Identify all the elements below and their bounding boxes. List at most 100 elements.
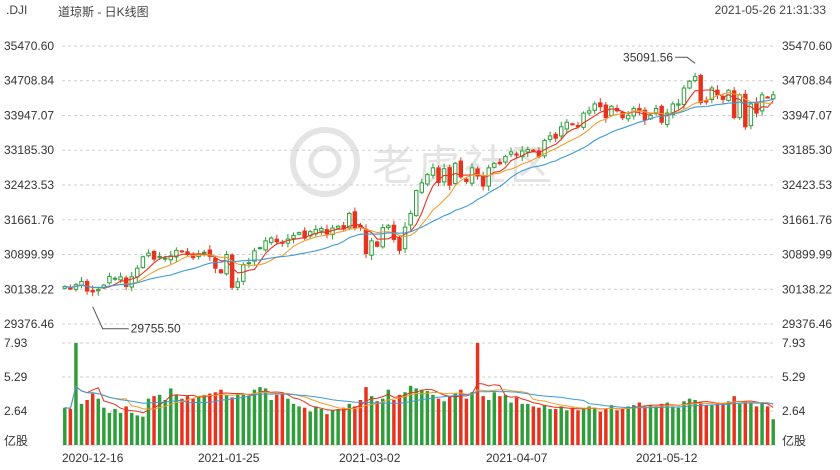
candle-body [609, 105, 614, 116]
volume-bar [654, 406, 658, 445]
candle-body [207, 249, 213, 257]
volume-bar [464, 398, 469, 445]
candle-body [96, 289, 101, 292]
volume-bar [180, 398, 184, 445]
grid-lines [62, 45, 776, 446]
candle-body [135, 267, 140, 278]
volume-bar [185, 396, 190, 445]
candle-body [79, 280, 84, 286]
volume-bar [414, 388, 418, 445]
symbol-label: .DJI [6, 3, 28, 17]
volume-bar [258, 387, 262, 445]
price-axis-left: 35470.60 34708.84 33947.07 33185.30 32423.53… [4, 39, 54, 448]
candle-body [570, 123, 575, 126]
volume-bar [135, 415, 140, 445]
candle-body [704, 100, 709, 103]
volume-bar [319, 408, 324, 445]
volume-bar [470, 392, 474, 445]
volume-bar [626, 406, 630, 445]
date-tick: 2021-04-07 [486, 451, 548, 465]
price-tick-left: 30899.99 [4, 248, 54, 262]
candle-body [770, 94, 776, 100]
price-tick-left: 29376.46 [4, 317, 54, 331]
candle-body [168, 255, 174, 261]
volume-bar [157, 394, 162, 445]
volume-bar [687, 398, 692, 445]
volume-bar [118, 412, 123, 445]
volume-bar [615, 410, 619, 445]
candle-body [553, 133, 558, 139]
volume-bar [592, 407, 597, 445]
price-tick-left: 31661.76 [4, 213, 54, 227]
candle-body [252, 250, 257, 262]
candle-body [458, 160, 464, 178]
volume-bar [96, 398, 100, 445]
volume-bar [738, 403, 742, 445]
candle-body [129, 276, 134, 288]
candle-body [146, 252, 151, 257]
volume-bar [297, 406, 301, 445]
price-tick-right: 30138.22 [782, 282, 832, 296]
watermark-logo-inner [308, 145, 342, 179]
candle-body [497, 161, 503, 165]
candle-body [475, 168, 480, 177]
candle-body [430, 167, 436, 176]
candle-body [319, 227, 324, 232]
candle-body [519, 150, 525, 158]
price-tick-right: 33947.07 [782, 108, 832, 122]
candle-body [90, 289, 95, 293]
candle-body [559, 126, 564, 137]
volume-bar [191, 398, 195, 445]
volume-bar [620, 408, 625, 445]
candle-body [508, 151, 514, 155]
candle-body [68, 287, 73, 290]
candle-body [62, 285, 68, 289]
chart-header: .DJI 道琼斯 - 日K线图 2021-05-26 21:31:33 [0, 0, 840, 20]
candle-body [564, 121, 570, 130]
volume-bar [403, 392, 407, 445]
watermark-text: 老虎社区 [372, 142, 556, 189]
volume-series [63, 343, 775, 445]
volume-bar [682, 401, 686, 445]
volume-bar [247, 396, 251, 445]
price-tick-right: 30899.99 [782, 248, 832, 262]
volume-bar [520, 403, 524, 445]
candle-body [140, 256, 146, 269]
volume-bar [760, 402, 764, 445]
price-tick-left: 32423.53 [4, 178, 54, 192]
candle-body [620, 111, 625, 119]
price-tick-left: 33185.30 [4, 143, 54, 157]
candle-body [692, 76, 698, 82]
date-tick: 2021-03-02 [339, 451, 401, 465]
volume-ma20-line [64, 385, 774, 409]
volume-bar [74, 343, 78, 445]
volume-bar [587, 406, 591, 445]
candle-body [447, 167, 452, 186]
date-tick: 2020-12-16 [62, 451, 124, 465]
candle-body [503, 155, 508, 163]
volume-bar [202, 394, 206, 445]
candle-body [419, 182, 425, 193]
volume-ma5-line [64, 382, 774, 414]
candle-body [464, 178, 469, 183]
candle-body [486, 167, 491, 187]
volume-bar [408, 385, 413, 445]
volume-bar [754, 406, 759, 445]
price-tick-left: 33947.07 [4, 108, 54, 122]
volume-bar [542, 405, 547, 445]
candle-body [664, 112, 670, 125]
candle-body [592, 103, 597, 111]
candle-body [514, 153, 519, 156]
volume-bar [219, 389, 223, 445]
volume-bar [63, 407, 67, 445]
volume-bar [196, 396, 201, 445]
volume-bar [341, 407, 346, 445]
volume-tick-left: 7.93 [4, 336, 28, 350]
price-tick-right: 35470.60 [782, 39, 832, 53]
volume-bar [275, 394, 279, 445]
volume-bar [559, 406, 563, 445]
volume-bar [420, 389, 424, 445]
volume-bar [553, 408, 558, 445]
volume-bar [743, 401, 748, 445]
